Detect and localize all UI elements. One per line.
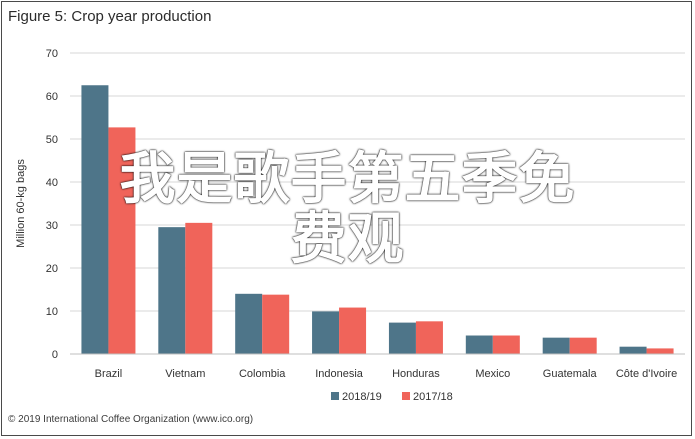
overlay-line-2: 费观 [290,207,405,272]
x-tick-label: Honduras [392,368,440,380]
bar-2018-19-7 [619,346,647,354]
bar-2017-18-5 [492,335,520,354]
watermark-overlay: 我是歌手第五季免 费观 [0,150,695,270]
chart-title: Figure 5: Crop year production [8,8,212,25]
legend-swatch [331,392,339,400]
y-tick-label: 20 [46,263,58,275]
legend-label: 2018/19 [342,391,382,403]
bar-2017-18-4 [415,321,443,354]
bar-2018-19-2 [235,293,263,354]
overlay-line-1: 我是歌手第五季免 [119,147,576,212]
y-tick-label: 30 [46,220,58,232]
y-tick-label: 10 [46,306,58,318]
y-tick-label: 70 [46,48,58,60]
y-tick-label: 0 [52,349,58,361]
y-tick-label: 40 [46,177,58,189]
y-axis-ticks: 0 10 20 30 40 50 60 70 [46,48,58,361]
bar-2017-18-7 [646,348,674,354]
bars [81,85,674,354]
y-tick-label: 60 [46,91,58,103]
legend-label: 2017/18 [413,391,453,403]
x-tick-label: Guatemala [543,368,598,380]
x-tick-label: Colombia [239,368,286,380]
bar-2018-19-3 [312,311,340,354]
bar-2017-18-6 [569,337,597,354]
bar-2018-19-6 [542,337,570,354]
x-tick-label: Côte d'Ivoire [616,368,677,380]
x-tick-label: Indonesia [315,368,364,380]
bar-2018-19-5 [465,335,493,354]
x-tick-label: Vietnam [165,368,205,380]
bar-2017-18-2 [262,294,290,354]
bar-2017-18-1 [185,222,213,354]
x-axis-ticks: Brazil Vietnam Colombia Indonesia Honduras Me… [95,368,678,380]
bar-2017-18-0 [108,127,136,354]
y-axis-label: Million 60-kg bags [15,159,27,248]
bar-2018-19-1 [158,227,186,354]
legend-swatch [402,392,410,400]
y-tick-label: 50 [46,134,58,146]
bar-2018-19-0 [81,85,109,354]
x-tick-label: Mexico [475,368,510,380]
copyright-footer: © 2019 International Coffee Organization… [8,414,254,425]
x-tick-label: Brazil [95,368,123,380]
legend: 2018/19 2017/18 [331,391,453,403]
bar-2018-19-4 [388,322,416,354]
bar-2017-18-3 [339,307,367,354]
